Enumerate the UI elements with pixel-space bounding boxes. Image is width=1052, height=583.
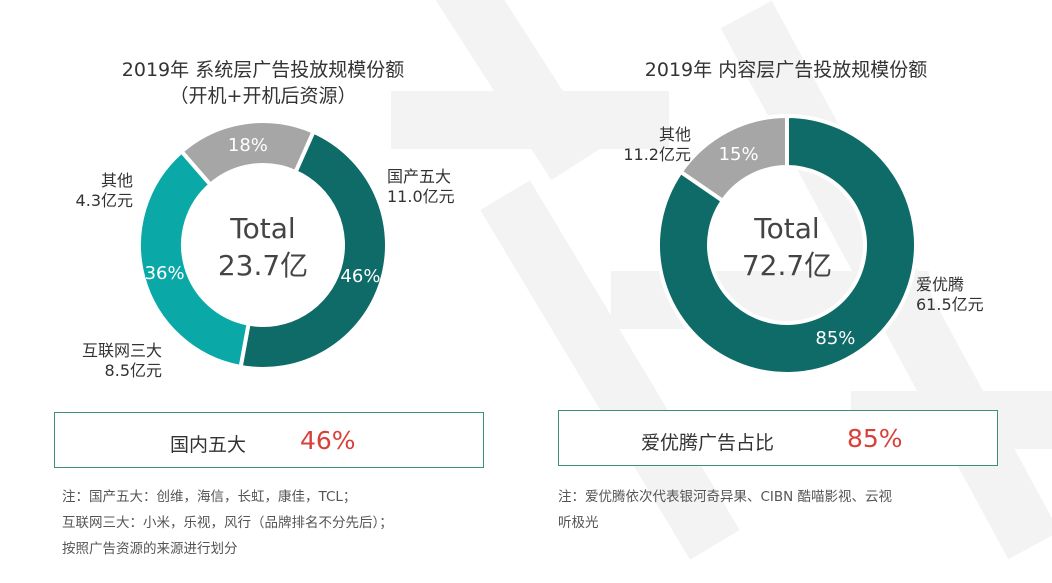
note-line: 注：爱优腾依次代表银河奇异果、CIBN 酷喵影视、云视 <box>558 489 893 505</box>
center-total-value: 23.7亿 <box>218 249 308 282</box>
footnote-right: 注：爱优腾依次代表银河奇异果、CIBN 酷喵影视、云视 听极光 <box>558 484 892 536</box>
series-value-label: 8.5亿元 <box>105 361 162 380</box>
summary-box-right: 爱优腾广告占比 85% <box>558 410 998 466</box>
center-total-value: 72.7亿 <box>742 249 832 282</box>
series-value-label: 61.5亿元 <box>916 295 984 314</box>
system-layer-panel: 2019年 系统层广告投放规模份额 （开机+开机后资源） 46% 36% 18% To… <box>54 59 484 562</box>
slice-percent-label: 15% <box>719 144 759 165</box>
series-value-label: 11.0亿元 <box>387 187 455 206</box>
series-name-label: 其他 <box>659 125 691 144</box>
summary-label: 爱优腾广告占比 <box>641 432 775 454</box>
donut-slice <box>677 113 789 204</box>
summary-value: 46% <box>300 426 356 455</box>
chart-subtitle: （开机+开机后资源） <box>169 85 357 107</box>
slice-percent-label: 36% <box>145 263 185 284</box>
donut-slice <box>656 113 918 376</box>
note-line: 听极光 <box>558 515 599 531</box>
summary-label: 国内五大 <box>170 434 247 456</box>
donut-slice <box>178 119 317 188</box>
donut-slice <box>238 129 389 371</box>
note-line: 按照广告资源的来源进行划分 <box>62 541 238 557</box>
note-line: 注：国产五大：创维，海信，长虹，康佳，TCL； <box>62 489 357 505</box>
slice-percent-label: 85% <box>815 328 855 349</box>
center-total-label: Total <box>753 212 819 245</box>
center-total-label: Total <box>229 212 295 245</box>
donut-slice <box>137 148 251 370</box>
summary-box-left: 国内五大 46% <box>54 412 484 468</box>
footnote-left: 注：国产五大：创维，海信，长虹，康佳，TCL； 互联网三大：小米，乐视，风行（品… <box>62 484 393 562</box>
chart-title: 2019年 系统层广告投放规模份额 <box>121 59 405 81</box>
slice-percent-label: 46% <box>340 266 380 287</box>
content-layer-panel: 2019年 内容层广告投放规模份额 85% 15% Total 72.7亿爱优腾 61.… <box>526 0 1052 583</box>
series-value-label: 4.3亿元 <box>76 191 133 210</box>
series-name-label: 互联网三大 <box>82 341 162 360</box>
series-name-label: 国产五大 <box>387 167 451 186</box>
series-name-label: 其他 <box>101 171 133 190</box>
series-value-label: 11.2亿元 <box>623 145 691 164</box>
chart-title: 2019年 内容层广告投放规模份额 <box>644 59 928 81</box>
note-line: 互联网三大：小米，乐视，风行（品牌排名不分先后）； <box>62 515 393 531</box>
slice-percent-label: 18% <box>228 135 268 156</box>
series-name-label: 爱优腾 <box>916 275 964 294</box>
summary-value: 85% <box>847 424 903 453</box>
